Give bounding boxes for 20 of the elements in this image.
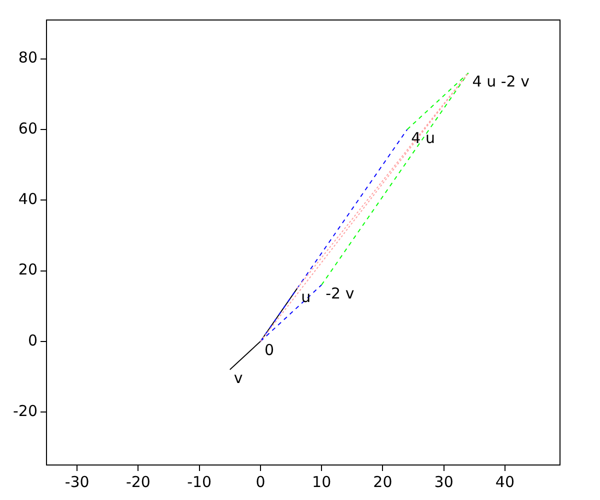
x-tick-label: 10 bbox=[312, 472, 332, 491]
x-tick-label: 40 bbox=[495, 472, 515, 491]
y-tick-label: 20 bbox=[18, 260, 38, 279]
annotation: v bbox=[234, 369, 243, 388]
annotation: 0 bbox=[264, 340, 274, 359]
x-tick-label: 0 bbox=[256, 472, 266, 491]
annotation: 4 u -2 v bbox=[472, 72, 530, 90]
x-tick-label: 30 bbox=[434, 472, 454, 491]
annotation: u bbox=[301, 288, 311, 306]
x-tick-label: -30 bbox=[64, 472, 90, 491]
y-tick-label: 80 bbox=[18, 48, 38, 67]
annotation: -2 v bbox=[326, 284, 354, 302]
y-tick-label: 0 bbox=[28, 331, 38, 350]
annotation: 4 u bbox=[411, 128, 435, 147]
y-tick-label: -20 bbox=[13, 402, 38, 420]
x-tick-label: -10 bbox=[187, 472, 212, 491]
x-tick-label: 20 bbox=[373, 472, 392, 491]
y-tick-label: 60 bbox=[18, 119, 38, 138]
x-tick-label: -20 bbox=[126, 472, 150, 491]
y-tick-label: 40 bbox=[18, 190, 38, 208]
